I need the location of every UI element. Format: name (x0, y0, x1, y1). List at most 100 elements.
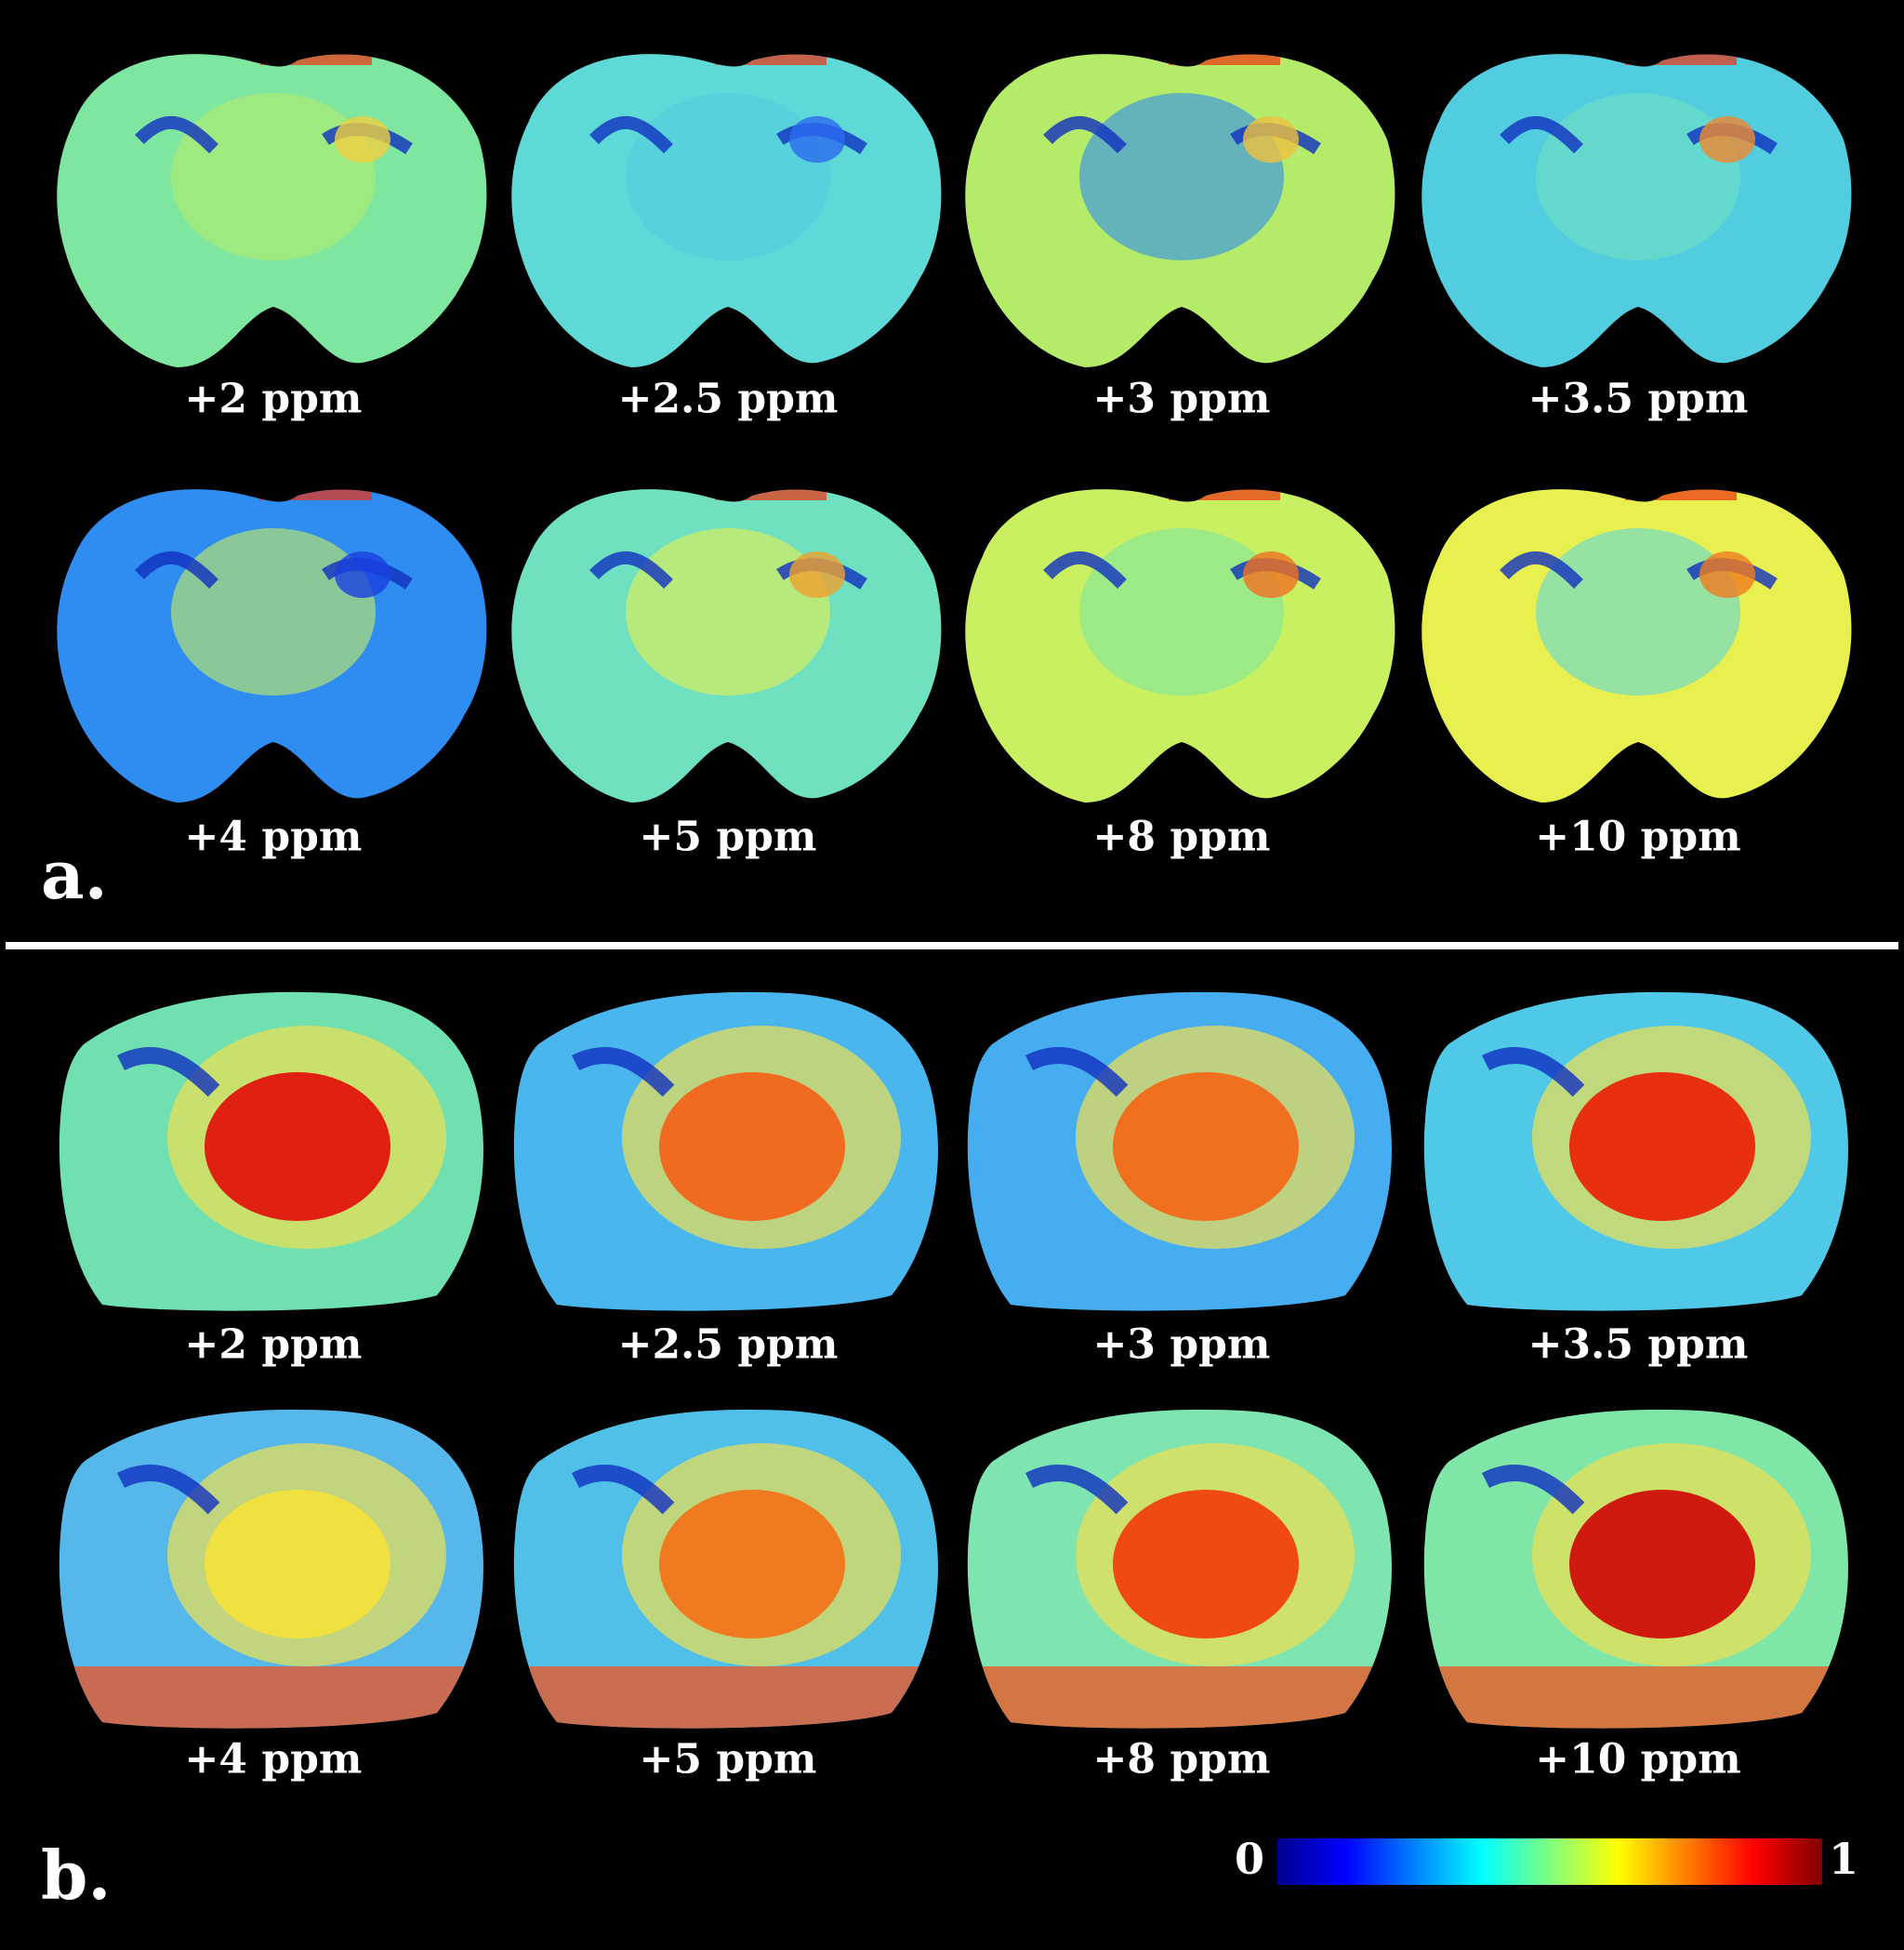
brain-map (513, 1409, 938, 1729)
lesion (1113, 1072, 1299, 1221)
map-content (59, 991, 483, 1311)
map-label: +4 ppm (185, 814, 363, 861)
panel-label: b. (41, 1836, 111, 1915)
map-label: +2 ppm (185, 1321, 363, 1369)
map-content (57, 54, 487, 367)
map-edge (1169, 54, 1280, 65)
map-edge (1169, 489, 1280, 500)
map-content (967, 1409, 1392, 1729)
map-region (626, 93, 830, 260)
lesion (1113, 1490, 1299, 1638)
map-content (965, 54, 1395, 367)
brain-map (965, 489, 1395, 803)
map-content (513, 1409, 938, 1729)
map-region (1536, 93, 1740, 260)
map-spot (1243, 116, 1299, 163)
map-content (967, 991, 1392, 1311)
brain-map (57, 489, 487, 803)
map-label: +4 ppm (185, 1736, 363, 1784)
map-spot (335, 551, 390, 598)
map-label: +2 ppm (185, 376, 363, 423)
map-content (511, 54, 942, 367)
map-label: +5 ppm (640, 1736, 817, 1784)
brain-map (511, 489, 942, 803)
ventricle (1025, 1465, 1129, 1515)
map-spot (1699, 551, 1755, 598)
map-spot (1699, 116, 1755, 163)
lesion (1569, 1490, 1755, 1638)
map-spot (335, 116, 390, 163)
map-edge (1625, 54, 1737, 65)
ventricle (1025, 1047, 1129, 1097)
ventricle (116, 1465, 220, 1515)
map-spot (789, 116, 845, 163)
map-bottom (59, 1666, 483, 1729)
lesion (205, 1490, 390, 1638)
brain-map (967, 991, 1392, 1311)
brain-map (1423, 991, 1848, 1311)
map-label: +10 ppm (1535, 814, 1741, 861)
map-spot (1243, 551, 1299, 598)
map-label: +3 ppm (1093, 376, 1271, 423)
brain-map (59, 991, 483, 1311)
colorbar-max: 1 (1829, 1834, 1858, 1884)
map-edge (260, 489, 372, 500)
ventricle (116, 1047, 220, 1097)
map-spot (789, 551, 845, 598)
brain-map (1421, 489, 1852, 803)
map-content (1421, 54, 1852, 367)
map-region (171, 93, 376, 260)
map-content (59, 1409, 483, 1729)
brain-map (965, 54, 1395, 367)
brain-map (1423, 1409, 1848, 1729)
map-edge (260, 54, 372, 65)
divider (6, 942, 1898, 949)
map-content (57, 489, 487, 803)
brain-map (59, 1409, 483, 1729)
map-label: +8 ppm (1093, 814, 1271, 861)
map-region (626, 528, 830, 696)
lesion (659, 1490, 845, 1638)
map-region (1079, 528, 1284, 696)
maps: +2 ppm +2.5 ppm +3 ppm +3.5 ppm +4 ppm +5 ppm… (57, 54, 1852, 1784)
map-bottom (1423, 1666, 1848, 1729)
map-bottom (513, 1666, 938, 1729)
brain-map (1421, 54, 1852, 367)
map-content (1421, 489, 1852, 803)
map-region (171, 528, 376, 696)
colorbar-min: 0 (1235, 1834, 1264, 1884)
brain-map (513, 991, 938, 1311)
map-label: +3 ppm (1093, 1321, 1271, 1369)
ventricle (1481, 1047, 1585, 1097)
map-edge (715, 489, 826, 500)
map-content (1423, 991, 1848, 1311)
map-label: +2.5 ppm (618, 1321, 839, 1369)
brain-map (967, 1409, 1392, 1729)
map-label: +10 ppm (1535, 1736, 1741, 1784)
ventricle (571, 1047, 675, 1097)
colorbar (1277, 1838, 1822, 1885)
map-label: +2.5 ppm (618, 376, 839, 423)
map-region (1536, 528, 1740, 696)
ventricle (1481, 1465, 1585, 1515)
map-content (965, 489, 1395, 803)
ventricle (571, 1465, 675, 1515)
map-bottom (967, 1666, 1392, 1729)
map-edge (715, 54, 826, 65)
brain-map (511, 54, 942, 367)
map-edge (1625, 489, 1737, 500)
map-content (511, 489, 942, 803)
panel-label: a. (41, 835, 108, 914)
lesion (1569, 1072, 1755, 1221)
lesion (659, 1072, 845, 1221)
map-label: +3.5 ppm (1528, 1321, 1749, 1369)
map-region (1079, 93, 1284, 260)
brain-map (57, 54, 487, 367)
map-label: +8 ppm (1093, 1736, 1271, 1784)
map-content (513, 991, 938, 1311)
lesion (205, 1072, 390, 1221)
map-content (1423, 1409, 1848, 1729)
map-label: +3.5 ppm (1528, 376, 1749, 423)
map-label: +5 ppm (640, 814, 817, 861)
